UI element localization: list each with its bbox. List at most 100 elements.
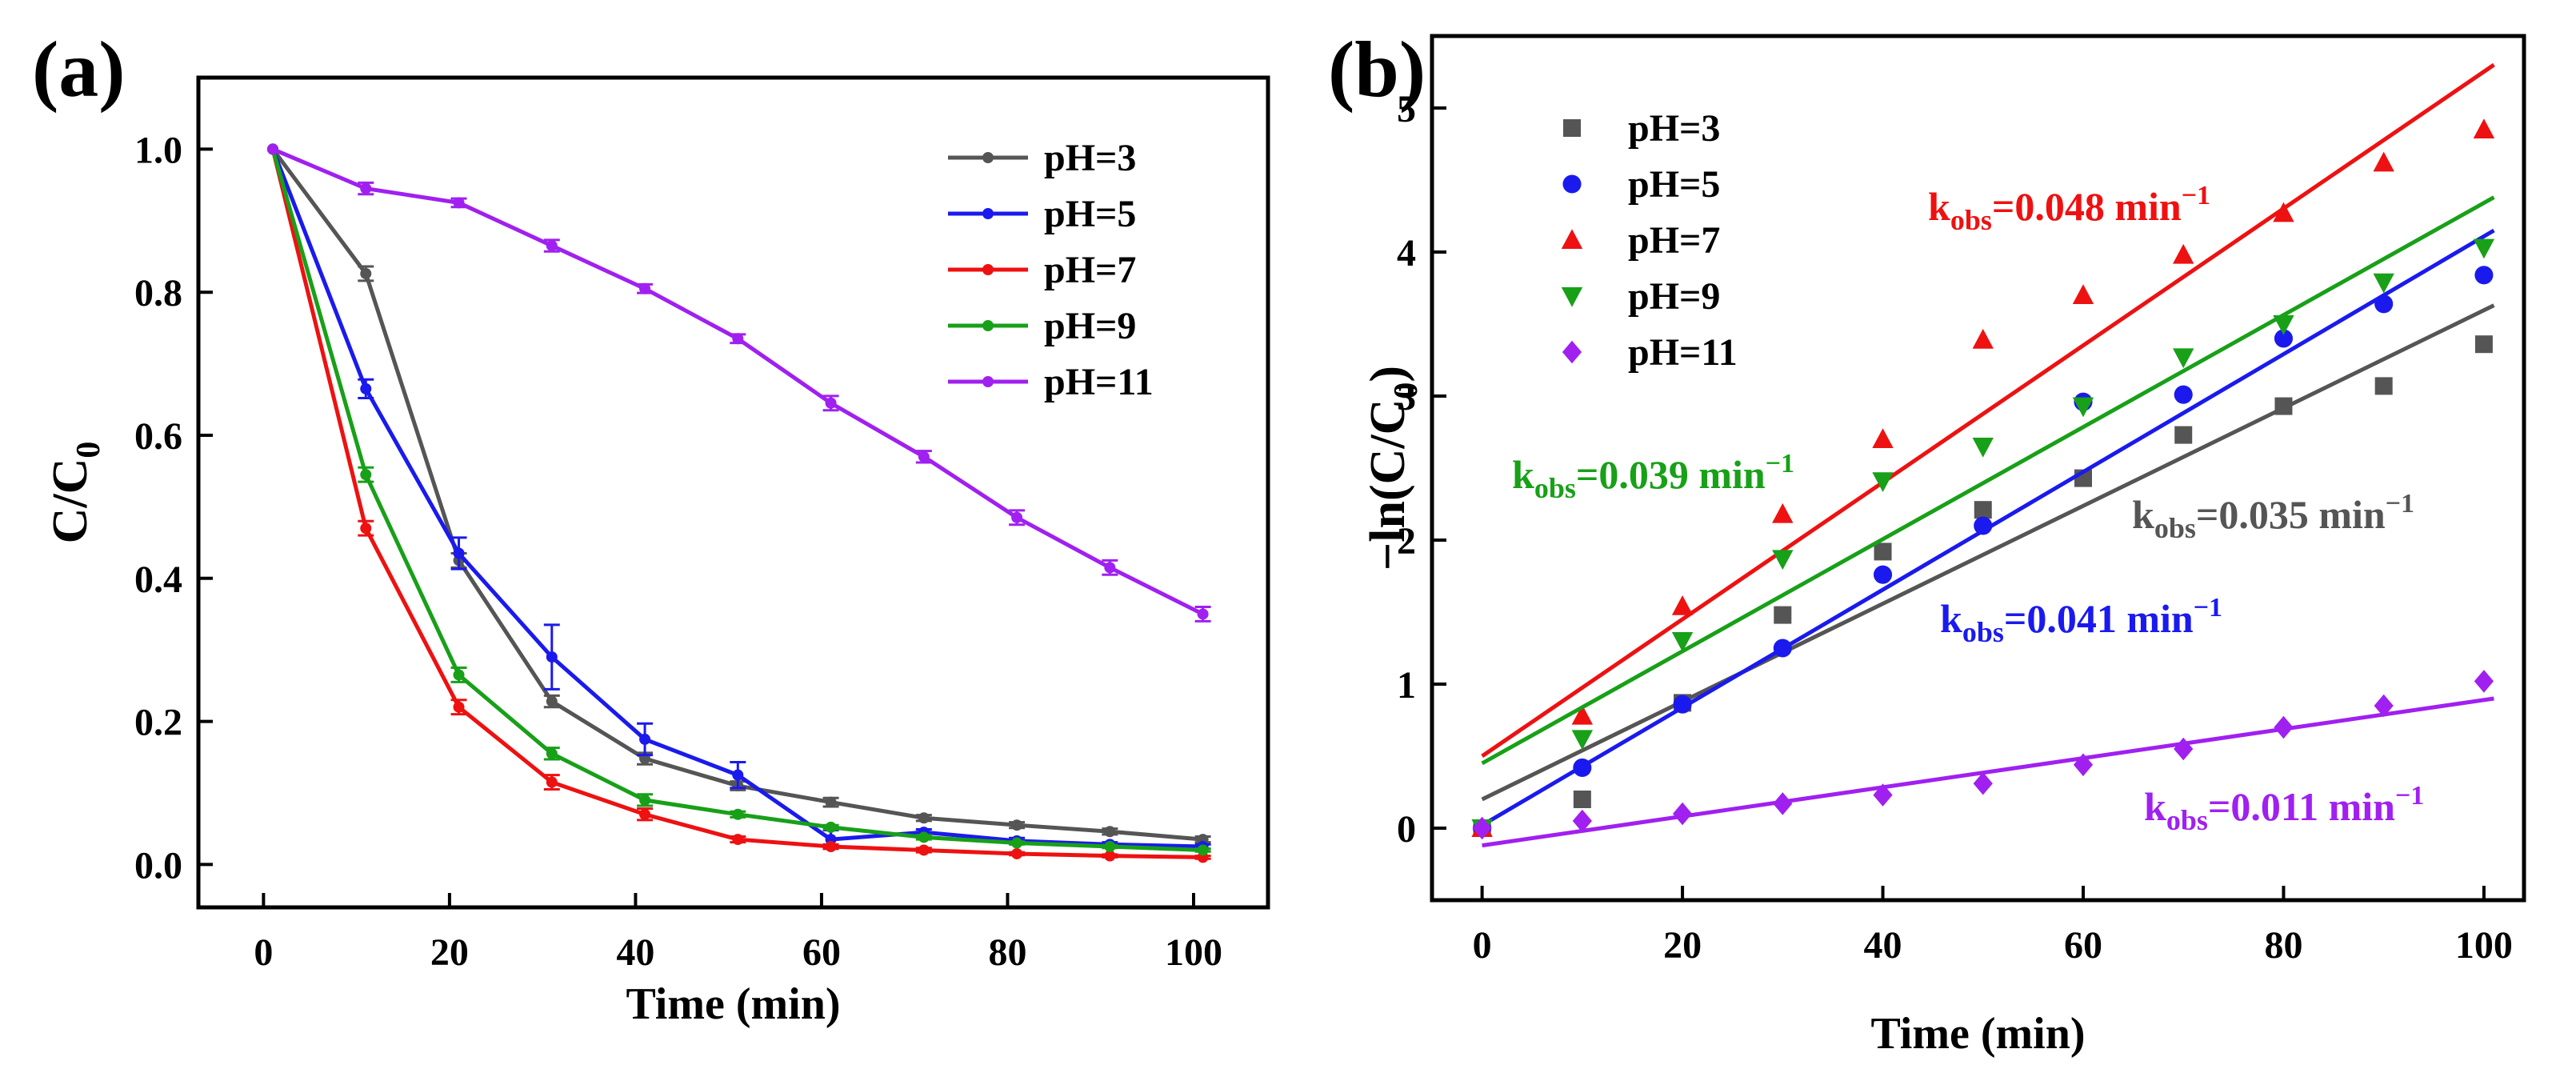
data-point <box>2072 397 2094 418</box>
data-point <box>2473 118 2495 138</box>
data-point <box>360 469 372 481</box>
data-point <box>1974 501 1992 519</box>
y-tick-label: 0 <box>1397 808 1416 851</box>
x-tick-label: 40 <box>1864 924 1902 967</box>
data-point <box>2173 348 2194 369</box>
data-point <box>2274 715 2294 739</box>
data-point <box>732 808 744 820</box>
y-axis-label-main: −ln(C/C <box>1361 399 1415 571</box>
data-point <box>1773 792 1793 815</box>
data-point <box>2374 694 2394 718</box>
data-point <box>825 841 837 853</box>
data-point <box>918 844 930 856</box>
k-symbol: k <box>2132 492 2154 537</box>
series-pH=9 <box>267 143 1211 856</box>
k-value: =0.011 min <box>2208 784 2395 829</box>
data-point <box>1571 730 1594 751</box>
legend-label: pH=7 <box>1044 249 1136 291</box>
x-tick-label: 20 <box>430 931 469 974</box>
data-point <box>2174 385 2193 404</box>
y-axis-label-end: ) <box>1361 366 1415 382</box>
data-point <box>918 831 930 843</box>
data-point <box>1472 816 1492 840</box>
k-value: =0.039 min <box>1576 452 1766 497</box>
legend-marker <box>982 320 994 331</box>
data-point <box>546 240 558 252</box>
legend-label: pH=7 <box>1628 219 1720 262</box>
data-point <box>1197 844 1209 856</box>
panel-a-label: (a) <box>32 25 126 114</box>
data-point <box>1972 438 1994 458</box>
k-subscript: obs <box>2166 804 2208 836</box>
k-obs-label: kobs=0.048 min−1 <box>1928 181 2210 236</box>
data-point <box>825 821 837 833</box>
x-tick-label: 100 <box>1165 931 1222 974</box>
k-symbol: k <box>2144 784 2166 829</box>
data-point <box>360 267 372 279</box>
data-point <box>825 796 837 808</box>
data-point <box>453 669 465 681</box>
k-subscript: obs <box>2154 512 2196 544</box>
legend-marker <box>982 264 994 275</box>
data-point <box>1011 847 1023 859</box>
y-tick-label: 4 <box>1397 232 1416 274</box>
y-tick-label: 5 <box>1397 88 1416 130</box>
x-axis-label: Time (min) <box>1870 1009 2085 1059</box>
data-point <box>1774 606 1792 624</box>
k-value: =0.035 min <box>2196 492 2386 537</box>
legend-label: pH=9 <box>1044 305 1136 347</box>
data-point <box>1872 428 1894 448</box>
y-tick-label: 1 <box>1397 664 1416 707</box>
fit-line <box>1481 303 2495 802</box>
legend-marker <box>982 376 994 387</box>
data-point <box>1972 329 1994 349</box>
data-point <box>918 450 930 462</box>
legend-marker <box>982 208 994 219</box>
data-point <box>1671 595 1694 615</box>
k-symbol: k <box>1512 452 1534 497</box>
data-point <box>2072 284 2094 304</box>
data-point <box>1573 791 1591 808</box>
data-point <box>1104 841 1116 853</box>
data-point <box>639 808 651 820</box>
data-point <box>1104 562 1116 574</box>
legend-label: pH=3 <box>1628 107 1720 150</box>
k-superscript: −1 <box>2386 489 2414 518</box>
legend-label: pH=5 <box>1628 163 1720 206</box>
data-point <box>1197 608 1209 620</box>
x-tick-label: 0 <box>254 931 273 974</box>
data-point <box>360 382 372 394</box>
data-point <box>1573 758 1592 777</box>
data-point <box>2373 151 2394 172</box>
data-point <box>267 143 279 155</box>
series-pH=3 <box>1473 303 2495 837</box>
legend-marker <box>1562 174 1582 194</box>
legend-label: pH=11 <box>1044 361 1154 403</box>
data-point <box>2473 238 2495 259</box>
data-point <box>2274 329 2293 348</box>
y-axis-label: −ln(C/C0) <box>1361 366 1425 571</box>
data-point <box>918 812 930 824</box>
legend-label: pH=5 <box>1044 193 1136 235</box>
data-point <box>546 695 558 707</box>
data-point <box>2474 670 2494 693</box>
data-point <box>360 182 372 194</box>
data-point <box>2174 737 2194 761</box>
data-point <box>1874 543 1892 561</box>
k-superscript: −1 <box>2194 593 2222 623</box>
data-point <box>732 834 744 846</box>
k-superscript: −1 <box>2182 181 2210 210</box>
y-tick-label: 0.0 <box>134 844 182 887</box>
y-axis-label-subscript: 0 <box>70 442 107 458</box>
data-point <box>1872 472 1894 492</box>
data-point <box>639 794 651 806</box>
data-point <box>2374 377 2393 395</box>
data-point <box>546 651 558 663</box>
data-point <box>1873 565 1893 584</box>
y-axis-label: C/C0 <box>43 442 107 544</box>
series-pH=11 <box>1472 670 2494 848</box>
data-point <box>2374 294 2394 314</box>
data-point <box>453 197 465 209</box>
fit-line <box>1481 62 2495 759</box>
